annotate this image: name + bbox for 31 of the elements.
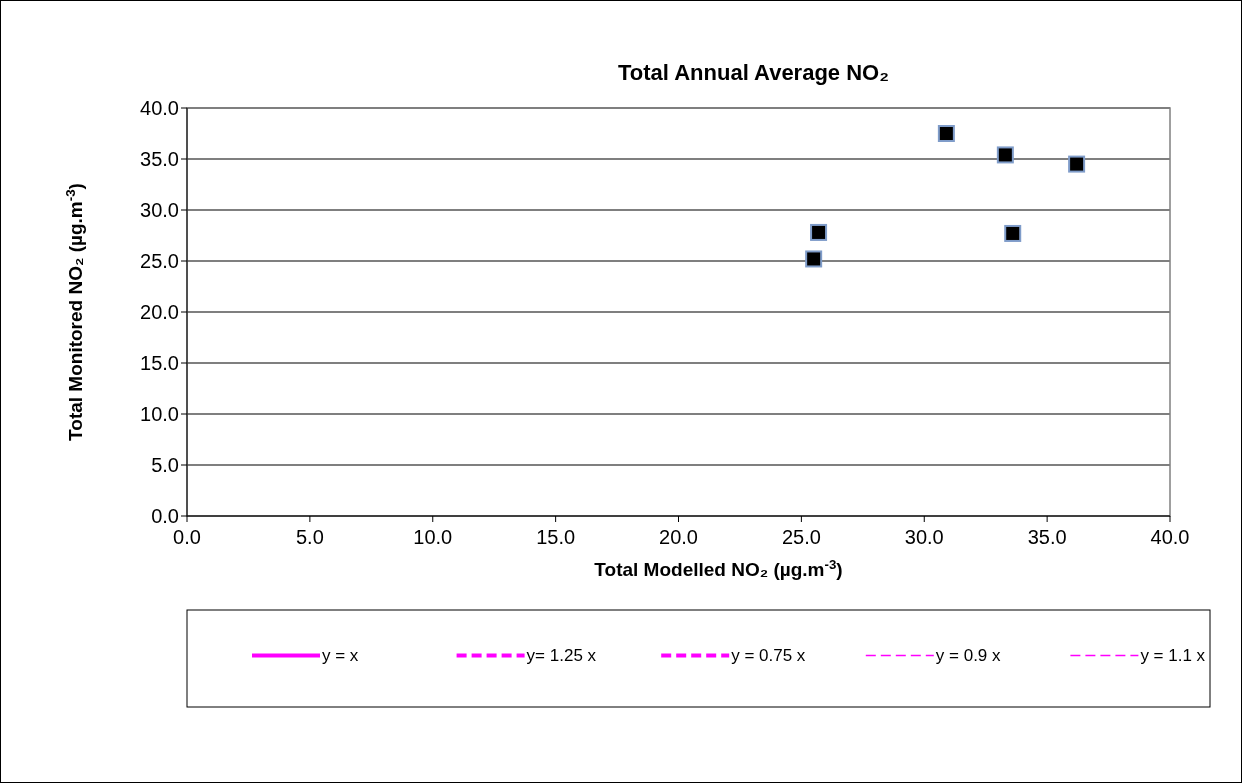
legend-label: y = 1.1 x — [1140, 646, 1206, 666]
point — [996, 146, 1014, 164]
legend-label: y = x — [322, 646, 359, 666]
point — [810, 223, 828, 241]
chart-title: Total Annual Average NO₂ — [618, 60, 889, 85]
x-tick-label: 40.0 — [1150, 526, 1190, 548]
x-tick-label: 35.0 — [1027, 526, 1067, 548]
x-tick-label: 15.0 — [536, 526, 576, 548]
point — [1004, 224, 1022, 242]
y-tick-label: 35.0 — [140, 148, 179, 170]
x-tick-label: 10.0 — [413, 526, 453, 548]
y-tick-label: 30.0 — [140, 199, 179, 221]
y-tick-label: 10.0 — [140, 403, 179, 425]
legend-label: y = 0.9 x — [935, 646, 1002, 666]
x-tick-label: 5.0 — [295, 526, 324, 548]
legend-label: y = 0.75 x — [731, 646, 806, 666]
point — [1068, 155, 1086, 173]
y-tick-label: 0.0 — [151, 505, 179, 527]
y-tick-label: 5.0 — [151, 454, 179, 476]
y-tick-label: 15.0 — [140, 352, 179, 374]
legend-label: y= 1.25 x — [526, 646, 597, 666]
x-tick-label: 0.0 — [173, 526, 201, 548]
x-tick-label: 20.0 — [659, 526, 698, 548]
x-tick-label: 30.0 — [904, 526, 944, 548]
point — [805, 250, 823, 268]
y-tick-label: 20.0 — [140, 301, 179, 323]
x-axis-title: Total Modelled NO₂ (µg.m$^{-3}$) — [594, 556, 843, 580]
y-tick-label: 40.0 — [140, 97, 179, 119]
x-tick-label: 25.0 — [781, 526, 821, 548]
y-tick-label: 25.0 — [140, 250, 179, 272]
point — [937, 125, 955, 142]
